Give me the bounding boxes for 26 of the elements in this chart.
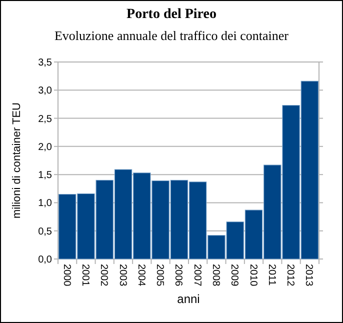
x-tick-label: 2000 xyxy=(60,264,72,287)
y-tick-label: 0,5 xyxy=(38,226,52,238)
y-tick-label: 0,0 xyxy=(38,254,52,266)
y-tick-label: 3,5 xyxy=(38,58,52,68)
x-tick-label: 2013 xyxy=(303,264,314,287)
x-tick-label: 2011 xyxy=(266,264,277,286)
x-tick-label: 2006 xyxy=(172,264,184,287)
y-tick-label: 2,5 xyxy=(38,114,52,125)
x-tick-label: 2005 xyxy=(154,264,166,287)
x-tick-label: 2007 xyxy=(191,264,202,287)
y-tick-label: 1,0 xyxy=(38,198,52,210)
chart-title: Porto del Pireo xyxy=(126,7,216,22)
y-tick-label: 1,5 xyxy=(38,170,52,182)
x-tick-label: 2004 xyxy=(135,264,146,287)
y-axis-title: milioni di container TEU xyxy=(11,102,23,218)
x-axis-title: anni xyxy=(177,292,200,306)
x-tick-label: 2012 xyxy=(284,264,296,287)
x-tick-label: 2002 xyxy=(98,264,110,287)
x-tick-label: 2010 xyxy=(247,264,258,287)
y-tick-label: 2,0 xyxy=(38,142,52,153)
x-tick-label: 2009 xyxy=(228,264,240,287)
x-tick-label: 2008 xyxy=(210,264,221,287)
chart-subtitle: Evoluzione annuale del traffico dei container xyxy=(54,28,290,43)
y-tick-label: 3,0 xyxy=(38,86,52,97)
x-tick-label: 2001 xyxy=(79,264,90,287)
x-tick-label: 2003 xyxy=(116,264,128,287)
